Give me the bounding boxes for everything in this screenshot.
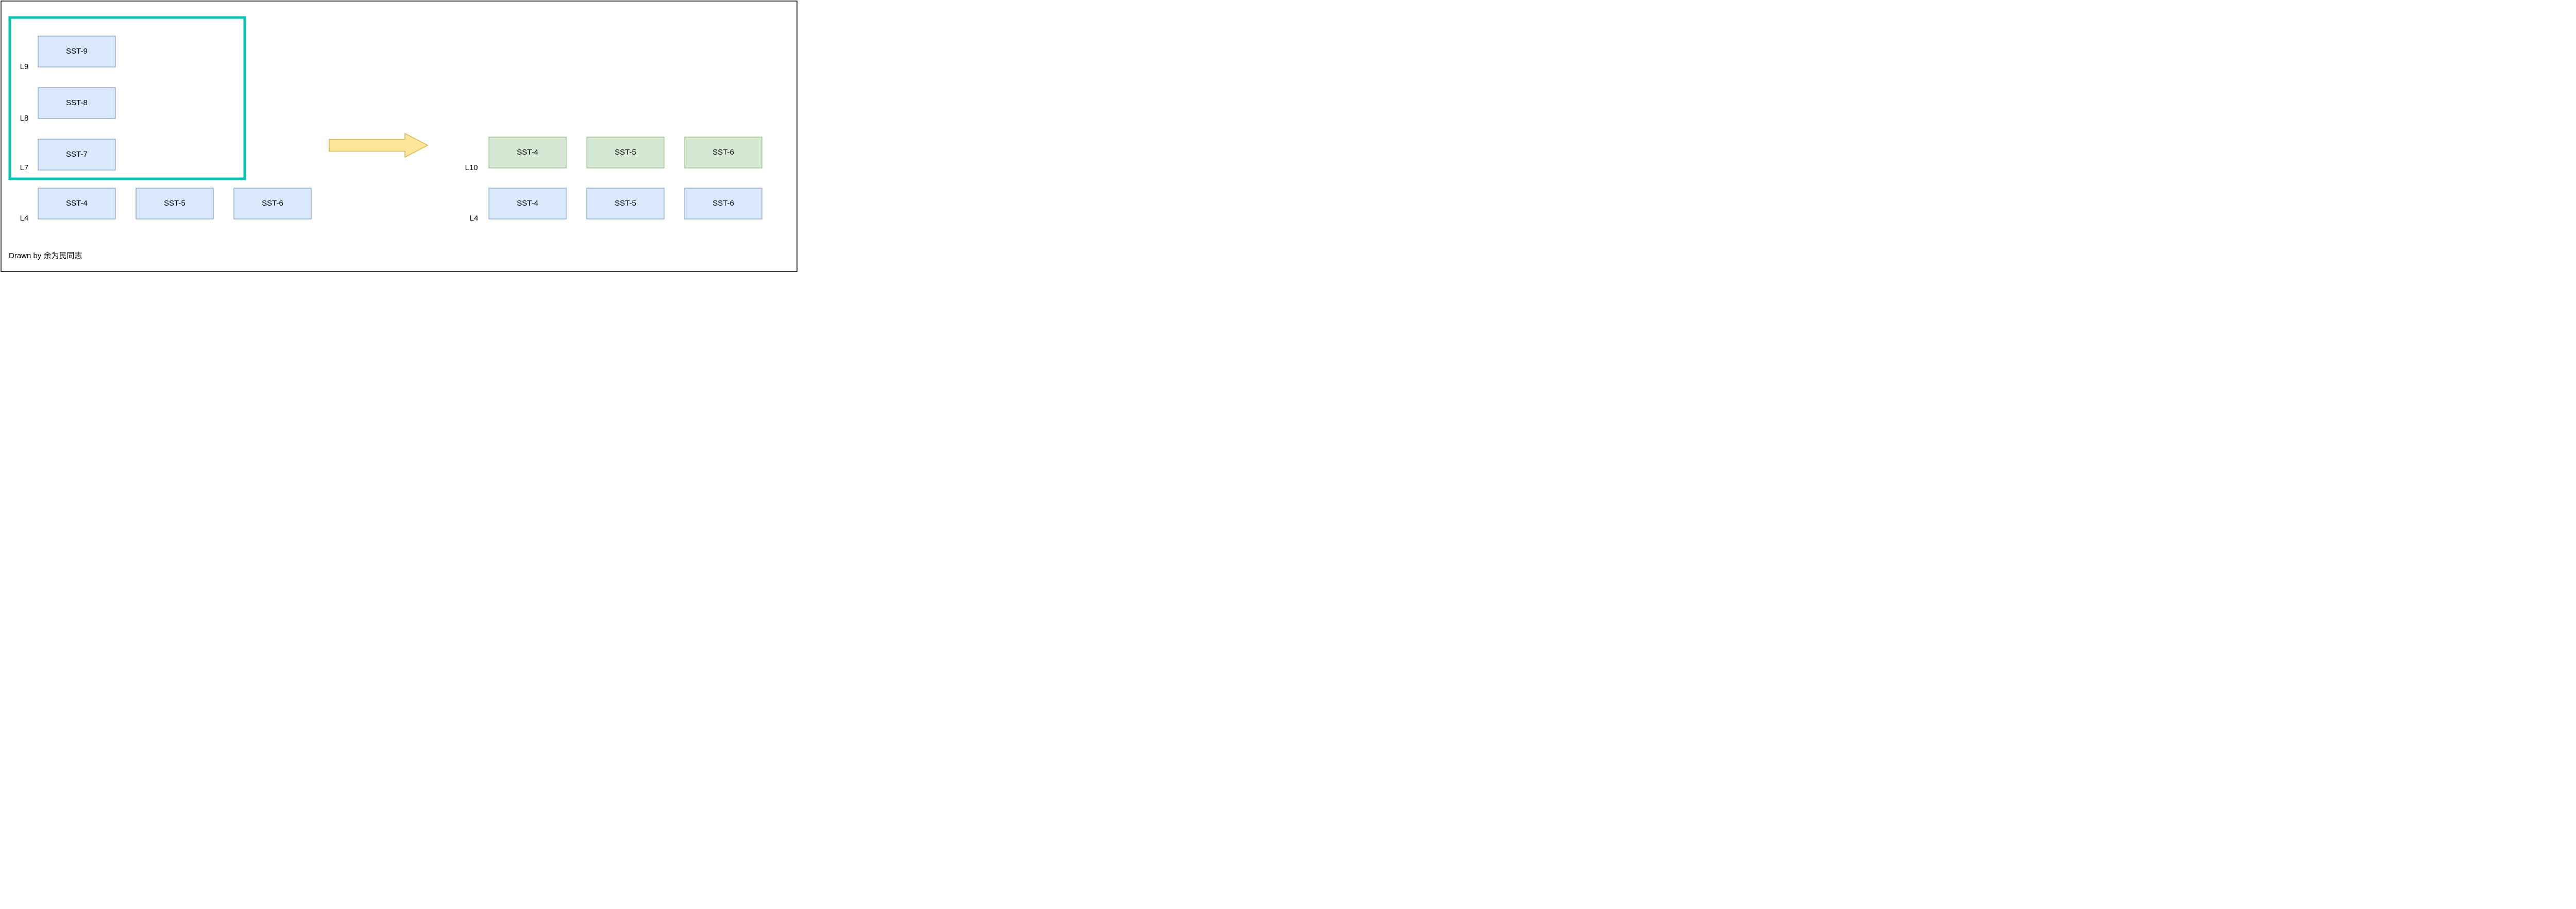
left-stacked-rowlabel-1: L8 — [20, 114, 29, 123]
left-bottom-box-1-label: SST-5 — [164, 199, 185, 208]
canvas-background — [0, 0, 798, 273]
left-stacked-rowlabel-0: L9 — [20, 62, 29, 71]
left-stacked-box-1-label: SST-8 — [66, 98, 88, 107]
left-bottom-box-2-label: SST-6 — [262, 199, 283, 208]
left-stacked-rowlabel-2: L7 — [20, 163, 29, 172]
caption: Drawn by 余为民同志 — [9, 251, 82, 260]
right-row-1-box-0-label: SST-4 — [517, 199, 538, 208]
left-stacked-box-0-label: SST-9 — [66, 47, 88, 56]
right-row-1-box-1-label: SST-5 — [615, 199, 636, 208]
right-rowlabel-1: L4 — [470, 214, 479, 223]
left-bottom-box-0-label: SST-4 — [66, 199, 88, 208]
right-row-0-box-2-label: SST-6 — [713, 148, 734, 157]
right-row-0-box-0-label: SST-4 — [517, 148, 538, 157]
right-row-0-box-1-label: SST-5 — [615, 148, 636, 157]
left-bottom-rowlabel: L4 — [20, 214, 29, 223]
left-stacked-box-2-label: SST-7 — [66, 150, 88, 159]
right-rowlabel-0: L10 — [465, 163, 478, 172]
right-row-1-box-2-label: SST-6 — [713, 199, 734, 208]
